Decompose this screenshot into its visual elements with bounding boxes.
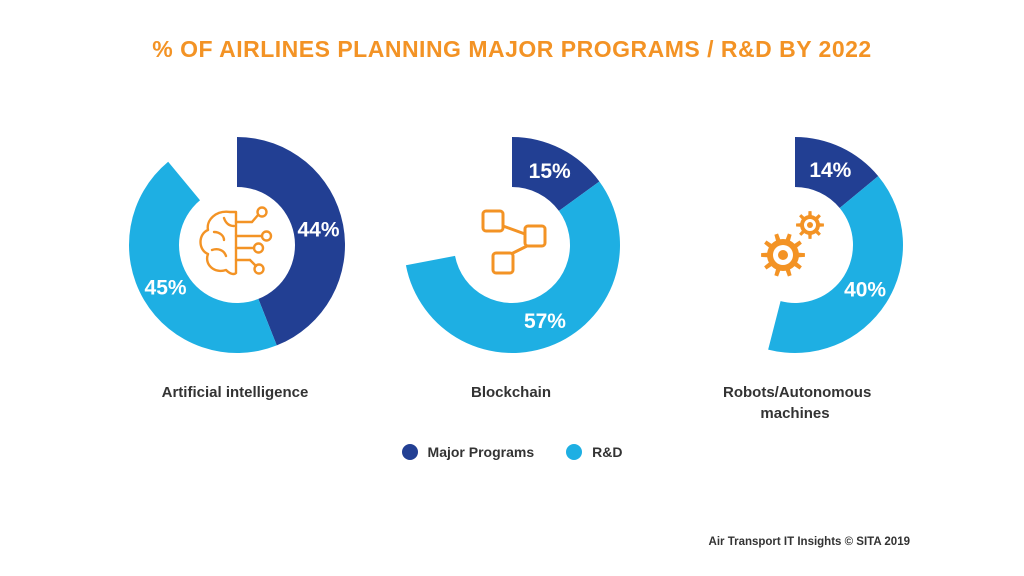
data-label-1-major-programs: 44% [298,218,340,241]
gear-big-shape [761,233,805,277]
gear-small-shape [796,211,824,239]
chart-label-artificial-intelligence: Artificial intelligence [161,384,309,401]
gears-icon [761,211,824,277]
donut-slice-3-rnd [768,176,904,354]
data-label-1-rnd: 45% [145,276,187,299]
donut-slice-1-rnd [129,161,277,353]
legend: Major Programs R&D [0,444,1024,460]
data-label-2-major-programs: 15% [529,160,571,183]
chart-label-robots-autonomous: Robots/Autonomous machines [723,384,872,422]
data-label-3-major-programs: 14% [809,159,851,182]
donut-slice-2-rnd [405,181,620,353]
data-label-3-rnd: 40% [844,278,886,301]
legend-item-rnd: R&D [566,444,622,460]
legend-label-major-programs: Major Programs [427,444,535,460]
legend-dot-rnd [566,444,583,460]
chart-label-blockchain: Blockchain [470,384,552,401]
brain-circuit-icon [199,206,273,276]
donut-slice-2-major-programs [512,137,600,211]
gear-small-hub [807,222,813,228]
data-label-2-rnd: 57% [524,310,566,333]
donut-slice-3-major-programs [795,137,879,209]
legend-item-major-programs: Major Programs [401,444,535,460]
donut-slice-1-major-programs [237,137,346,346]
gear-big-hub [778,250,788,260]
legend-dot-major-programs [401,444,418,460]
blockchain-nodes-icon [481,209,547,275]
source-credit: Air Transport IT Insights © SITA 2019 [708,536,910,548]
chart-title: % OF AIRLINES PLANNING MAJOR PROGRAMS / … [152,36,872,62]
legend-label-rnd: R&D [592,444,623,460]
